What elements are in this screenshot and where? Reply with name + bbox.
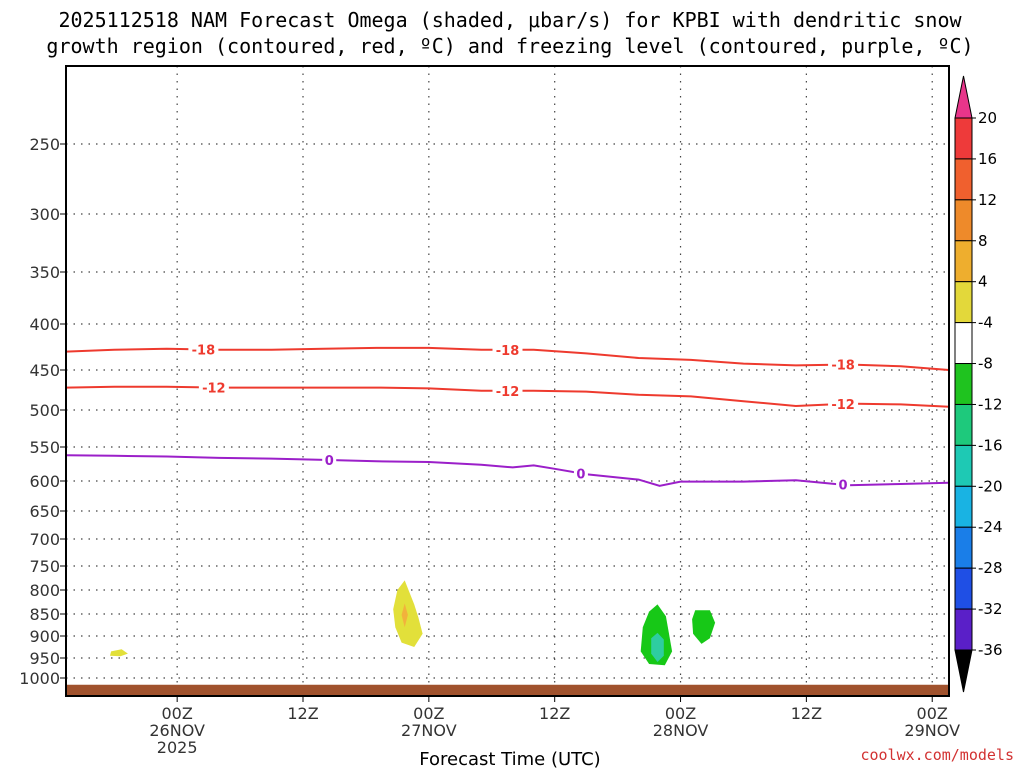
y-tick-label-300: 300 xyxy=(29,205,60,224)
contour-label-bg xyxy=(188,342,219,357)
y-tick-label-950: 950 xyxy=(29,649,60,668)
colorbar-segment-2 xyxy=(954,199,973,242)
y-tick-label-250: 250 xyxy=(29,135,60,154)
contour-line-2 xyxy=(65,454,950,487)
contour-label-bg xyxy=(322,453,337,468)
y-tick-label-450: 450 xyxy=(29,361,60,380)
colorbar-label-1: 16 xyxy=(978,150,997,168)
omega-cell-2 xyxy=(110,649,128,657)
site-credit: coolwx.com/models xyxy=(860,746,1014,764)
y-tick-label-350: 350 xyxy=(29,263,60,282)
x-tick-label-0-0: 00Z xyxy=(161,704,192,723)
colorbar-label-3: 8 xyxy=(978,232,988,250)
colorbar-top-arrow xyxy=(954,75,973,119)
chart-title: 2025112518 NAM Forecast Omega (shaded, μ… xyxy=(46,8,973,58)
contour-label-bg xyxy=(492,383,523,398)
y-tick-label-400: 400 xyxy=(29,315,60,334)
contour-label-2-1: 0 xyxy=(576,467,585,482)
colorbar-segment-7 xyxy=(954,403,973,446)
x-tick-label-1-0: 12Z xyxy=(287,704,318,723)
contour-label-bg xyxy=(198,380,229,395)
omega-shading xyxy=(110,580,716,666)
omega-colorbar: 20 16 12 8 4 -4 -8 -12 -16 -20 -24 -28 -32 -36 xyxy=(954,75,1003,693)
colorbar-segment-8 xyxy=(954,444,973,487)
terrain xyxy=(66,684,949,696)
colorbar-segment-12 xyxy=(954,608,973,651)
y-tick-label-850: 850 xyxy=(29,605,60,624)
contour-label-0-2: -18 xyxy=(831,359,855,374)
x-tick-label-0-2: 2025 xyxy=(157,738,198,757)
y-axis-pressure-ticks: 250 300 350 400 450 500 550 600 650 700 750 800 850 9… xyxy=(19,135,66,688)
colorbar-segment-6 xyxy=(954,363,973,405)
contour-label-1-2: -12 xyxy=(831,398,855,413)
x-tick-label-5-0: 12Z xyxy=(791,704,822,723)
colorbar-label-9: -20 xyxy=(978,477,1003,495)
colorbar-segment-3 xyxy=(954,240,973,283)
colorbar-label-8: -16 xyxy=(978,436,1003,454)
y-tick-label-750: 750 xyxy=(29,557,60,576)
plot-frame xyxy=(65,65,950,697)
colorbar-label-10: -24 xyxy=(978,518,1003,536)
contour-label-1-1: -12 xyxy=(496,385,520,400)
omega-cell-0 xyxy=(393,580,423,647)
temperature-contours: -18 -18 -18 -12 -12 -12 0 0 0 xyxy=(65,342,950,494)
colorbar-segment-0 xyxy=(954,117,973,160)
colorbar-label-12: -32 xyxy=(978,600,1003,618)
colorbar-segment-10 xyxy=(954,526,973,569)
y-tick-label-600: 600 xyxy=(29,472,60,491)
x-axis-title: Forecast Time (UTC) xyxy=(419,749,600,768)
contour-label-2-2: 0 xyxy=(839,479,848,494)
x-tick-label-2-1: 27NOV xyxy=(401,721,457,740)
colorbar-label-0: 20 xyxy=(978,109,997,127)
chart-title-line-2: growth region (contoured, red, ºC) and f… xyxy=(46,34,973,58)
colorbar-segment-1 xyxy=(954,158,973,201)
x-tick-label-6-0: 00Z xyxy=(917,704,948,723)
contour-label-1-0: -12 xyxy=(202,382,226,397)
omega-cell-5 xyxy=(692,610,716,644)
contour-label-bg xyxy=(492,342,523,357)
y-tick-label-500: 500 xyxy=(29,401,60,420)
y-tick-label-900: 900 xyxy=(29,627,60,646)
omega-cell-1 xyxy=(401,603,408,628)
colorbar-segment-4 xyxy=(954,281,973,324)
ground-band xyxy=(66,684,949,696)
gridlines xyxy=(66,66,949,696)
x-tick-label-0-1: 26NOV xyxy=(149,721,205,740)
x-tick-label-2-0: 00Z xyxy=(413,704,444,723)
colorbar-label-5: -4 xyxy=(978,314,993,332)
chart-title-line-1: 2025112518 NAM Forecast Omega (shaded, μ… xyxy=(58,8,962,32)
colorbar-segment-5 xyxy=(954,322,973,365)
contour-label-bg xyxy=(573,466,588,481)
colorbar-label-6: -8 xyxy=(978,355,993,373)
colorbar-segment-11 xyxy=(954,567,973,610)
x-tick-label-4-1: 28NOV xyxy=(653,721,709,740)
contour-label-bg xyxy=(836,477,851,492)
y-tick-label-700: 700 xyxy=(29,530,60,549)
contour-label-2-0: 0 xyxy=(325,454,334,469)
omega-cell-4 xyxy=(651,632,664,662)
y-tick-label-1000: 1000 xyxy=(19,669,60,688)
x-tick-label-4-0: 00Z xyxy=(665,704,696,723)
x-tick-label-3-0: 12Z xyxy=(539,704,570,723)
contour-label-0-0: -18 xyxy=(192,343,216,358)
y-tick-label-650: 650 xyxy=(29,502,60,521)
colorbar-bottom-arrow xyxy=(954,649,973,693)
y-tick-label-550: 550 xyxy=(29,438,60,457)
y-tick-label-800: 800 xyxy=(29,581,60,600)
colorbar-label-4: 4 xyxy=(978,273,988,291)
colorbar-label-2: 12 xyxy=(978,191,997,209)
x-tick-label-6-1: 29NOV xyxy=(904,721,960,740)
colorbar-label-7: -12 xyxy=(978,395,1003,413)
contour-label-bg xyxy=(828,357,859,372)
colorbar-label-11: -28 xyxy=(978,559,1003,577)
colorbar-segment-9 xyxy=(954,485,973,528)
contour-label-0-1: -18 xyxy=(496,344,520,359)
colorbar-label-13: -36 xyxy=(978,641,1003,659)
contour-label-bg xyxy=(828,396,859,411)
